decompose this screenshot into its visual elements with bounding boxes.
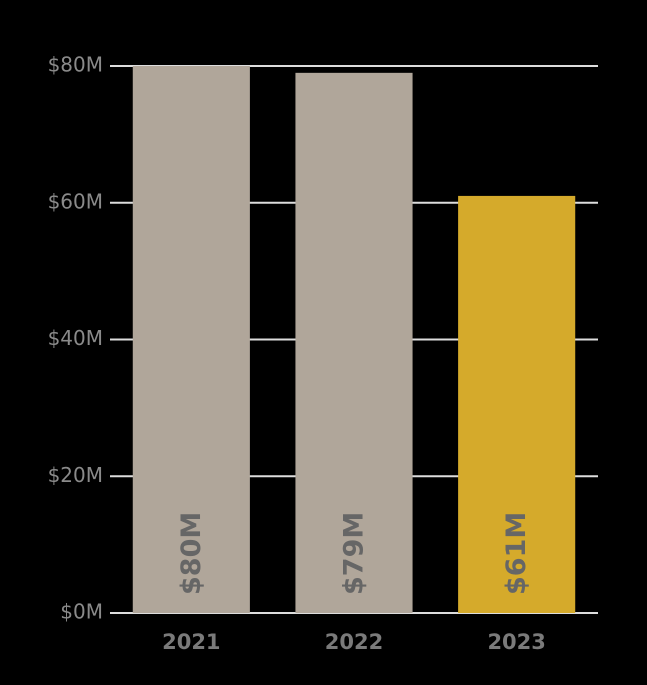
y-tick-label: $60M (48, 189, 103, 213)
bar (132, 66, 250, 613)
value-label: $61M (501, 512, 532, 595)
value-label: $79M (339, 512, 370, 595)
y-tick-label: $80M (48, 53, 103, 77)
y-tick-label: $0M (60, 600, 103, 624)
x-tick-label: 2023 (487, 630, 545, 654)
x-tick-label: 2022 (325, 630, 383, 654)
x-tick-label: 2021 (162, 630, 220, 654)
y-tick-label: $40M (48, 326, 103, 350)
value-label: $80M (176, 512, 207, 595)
bar (458, 195, 576, 613)
bar (295, 72, 413, 613)
y-tick-label: $20M (48, 463, 103, 487)
